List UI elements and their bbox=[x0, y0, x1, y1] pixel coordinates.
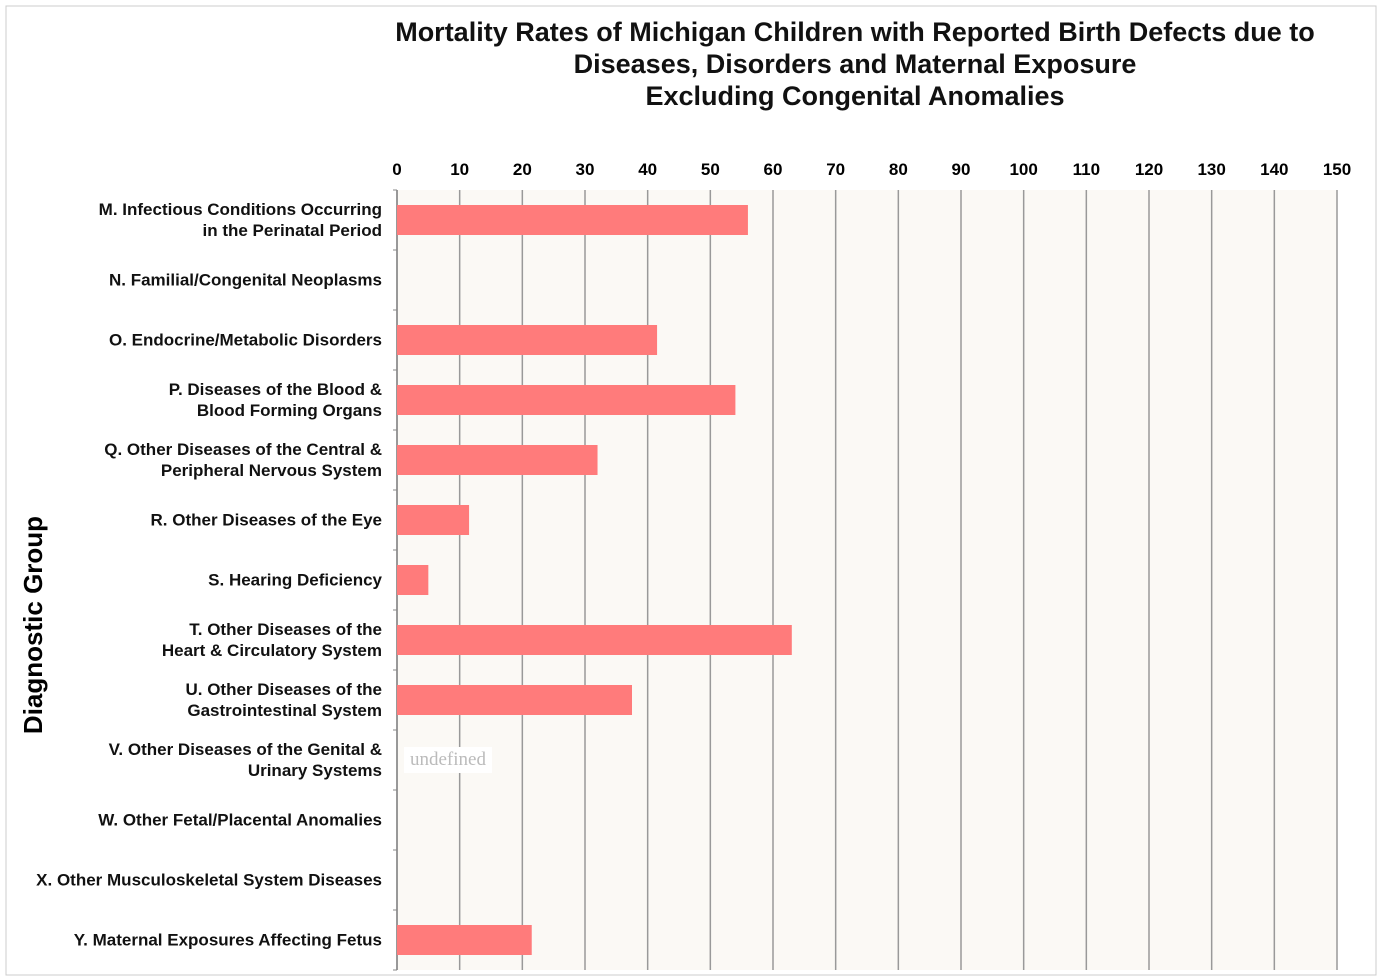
y-tick-label: T. Other Diseases of the Heart & Circula… bbox=[161, 620, 382, 660]
x-tick-label: 30 bbox=[576, 160, 595, 179]
annotation: undefined bbox=[404, 747, 492, 773]
bar bbox=[397, 505, 470, 535]
x-tick-label: 150 bbox=[1323, 160, 1351, 179]
x-tick-label: 130 bbox=[1197, 160, 1225, 179]
y-tick-label: X. Other Musculoskeletal System Diseases bbox=[36, 870, 382, 890]
x-tick-label: 50 bbox=[701, 160, 720, 179]
y-tick-label: M. Infectious Conditions Occurring in th… bbox=[98, 200, 382, 240]
x-tick-label: 120 bbox=[1135, 160, 1163, 179]
x-tick-label: 20 bbox=[513, 160, 532, 179]
bar bbox=[397, 445, 598, 475]
x-tick-label: 60 bbox=[764, 160, 783, 179]
bar bbox=[397, 205, 748, 235]
x-tick-label: 80 bbox=[889, 160, 908, 179]
y-tick-label: P. Diseases of the Blood & Blood Forming… bbox=[168, 380, 382, 420]
y-tick-label: N. Familial/Congenital Neoplasms bbox=[108, 270, 382, 290]
chart-title: Mortality Rates of Michigan Children wit… bbox=[395, 17, 1315, 111]
x-tick-label: 0 bbox=[392, 160, 401, 179]
y-tick-label: O. Endocrine/Metabolic Disorders bbox=[108, 330, 382, 350]
x-tick-label: 110 bbox=[1073, 160, 1100, 179]
y-tick-label: Q. Other Diseases of the Central & Perip… bbox=[104, 440, 382, 480]
x-tick-label: 70 bbox=[826, 160, 845, 179]
plot-area bbox=[397, 190, 1337, 970]
x-tick-label: 140 bbox=[1260, 160, 1288, 179]
x-tick-label: 10 bbox=[450, 160, 469, 179]
x-tick-label: 90 bbox=[952, 160, 971, 179]
frame bbox=[5, 5, 1377, 976]
x-tick-label: 100 bbox=[1009, 160, 1037, 179]
y-tick-label: U. Other Diseases of the Gastrointestina… bbox=[185, 680, 382, 720]
bar bbox=[397, 565, 429, 595]
y-tick-label: S. Hearing Deficiency bbox=[208, 570, 382, 590]
y-tick-label: R. Other Diseases of the Eye bbox=[150, 510, 382, 530]
bar bbox=[397, 925, 532, 955]
y-axis-label: Diagnostic Group bbox=[18, 516, 48, 734]
y-tick-label: V. Other Diseases of the Genital & Urina… bbox=[108, 740, 382, 780]
y-tick-label: Y. Maternal Exposures Affecting Fetus bbox=[73, 930, 382, 950]
y-tick-label: W. Other Fetal/Placental Anomalies bbox=[98, 810, 382, 830]
bar bbox=[397, 325, 658, 355]
x-tick-label: 40 bbox=[638, 160, 657, 179]
bar bbox=[397, 385, 736, 415]
bar bbox=[397, 685, 632, 715]
bar bbox=[397, 625, 792, 655]
